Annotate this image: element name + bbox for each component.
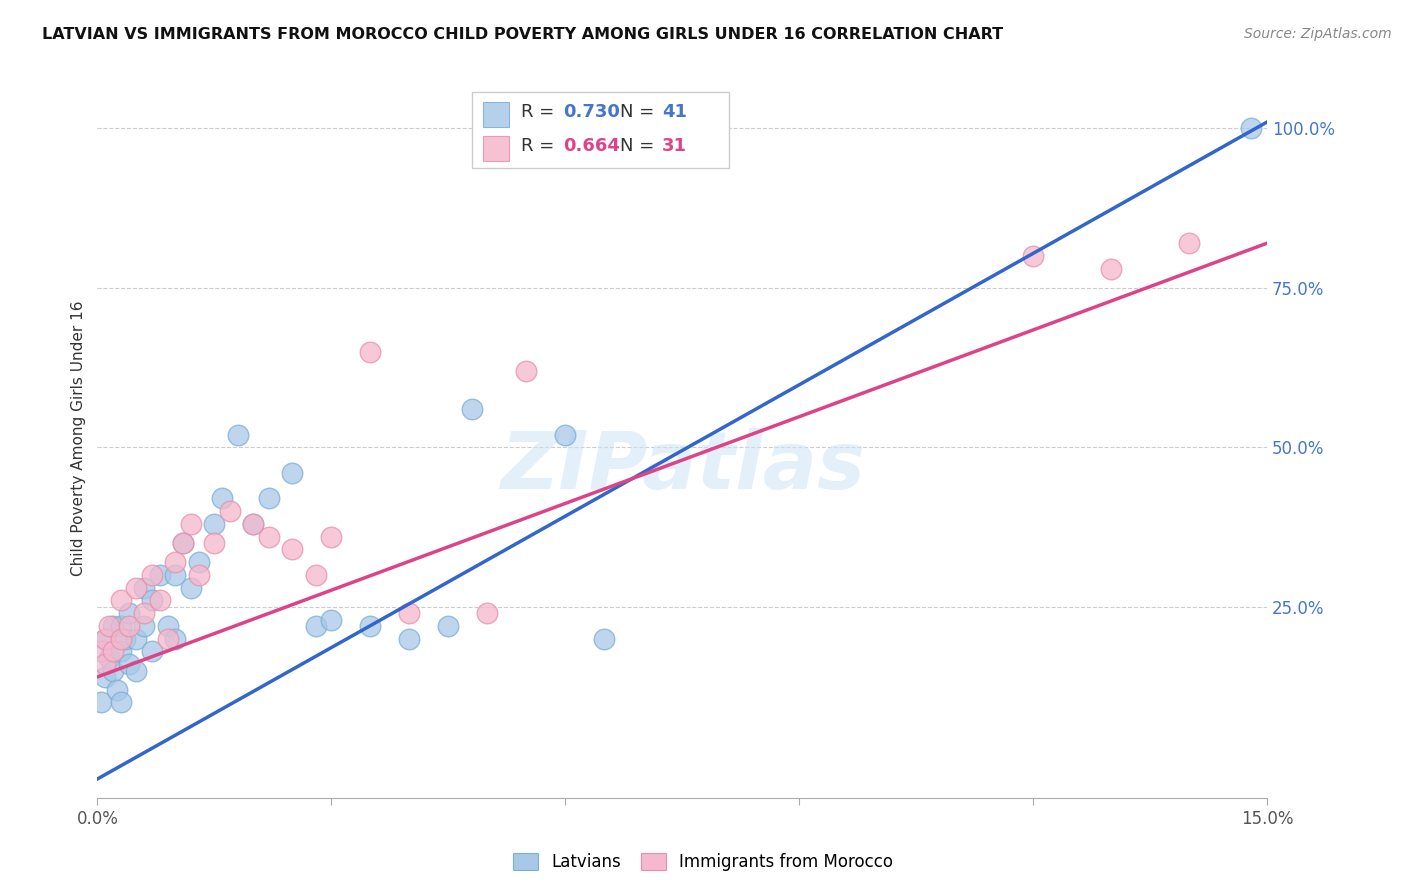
Point: [94, 632, 117, 646]
Point: [281, 542, 304, 557]
Y-axis label: Child Poverty Among Girls Under 16: Child Poverty Among Girls Under 16: [72, 300, 86, 575]
Point: [101, 644, 124, 658]
Point: [94, 657, 117, 672]
FancyBboxPatch shape: [484, 136, 509, 161]
Point: [202, 516, 225, 531]
Point: [305, 568, 328, 582]
FancyBboxPatch shape: [471, 92, 728, 168]
Point: [1022, 249, 1045, 263]
Point: [134, 606, 156, 620]
Point: [165, 568, 187, 582]
Point: [226, 427, 249, 442]
Point: [156, 619, 179, 633]
Point: [1099, 261, 1122, 276]
Point: [117, 606, 139, 620]
Point: [125, 581, 148, 595]
Point: [110, 593, 132, 607]
Point: [98, 650, 121, 665]
Point: [101, 619, 124, 633]
Point: [110, 696, 132, 710]
Text: 0.730: 0.730: [562, 103, 620, 120]
Point: [281, 466, 304, 480]
Point: [125, 664, 148, 678]
Point: [257, 530, 280, 544]
Point: [94, 670, 117, 684]
Point: [359, 619, 381, 633]
Text: Source: ZipAtlas.com: Source: ZipAtlas.com: [1244, 27, 1392, 41]
Point: [593, 632, 616, 646]
Point: [141, 593, 163, 607]
Point: [117, 619, 139, 633]
Point: [359, 344, 381, 359]
Point: [257, 491, 280, 506]
Text: N =: N =: [620, 103, 661, 120]
Point: [105, 682, 128, 697]
Point: [202, 536, 225, 550]
Point: [110, 644, 132, 658]
Point: [117, 657, 139, 672]
Point: [460, 402, 482, 417]
Point: [172, 536, 194, 550]
Point: [187, 568, 209, 582]
Point: [134, 619, 156, 633]
Point: [110, 619, 132, 633]
Point: [180, 581, 202, 595]
Point: [321, 613, 343, 627]
Point: [90, 644, 112, 658]
Point: [141, 644, 163, 658]
Point: [242, 516, 264, 531]
Point: [141, 568, 163, 582]
Point: [305, 619, 328, 633]
Text: 31: 31: [662, 136, 688, 154]
Point: [398, 606, 420, 620]
Text: ZIPatlas: ZIPatlas: [499, 427, 865, 506]
Point: [134, 581, 156, 595]
Point: [515, 364, 537, 378]
Point: [110, 632, 132, 646]
Point: [114, 632, 136, 646]
Text: 41: 41: [662, 103, 688, 120]
Point: [242, 516, 264, 531]
Point: [149, 593, 172, 607]
Point: [321, 530, 343, 544]
Point: [554, 427, 576, 442]
Text: N =: N =: [620, 136, 661, 154]
Point: [94, 632, 117, 646]
Point: [1240, 121, 1263, 136]
Text: LATVIAN VS IMMIGRANTS FROM MOROCCO CHILD POVERTY AMONG GIRLS UNDER 16 CORRELATIO: LATVIAN VS IMMIGRANTS FROM MOROCCO CHILD…: [42, 27, 1004, 42]
Point: [101, 664, 124, 678]
FancyBboxPatch shape: [484, 102, 509, 128]
Point: [98, 619, 121, 633]
Text: R =: R =: [520, 136, 560, 154]
Point: [172, 536, 194, 550]
Point: [125, 632, 148, 646]
Point: [1178, 236, 1201, 251]
Point: [437, 619, 460, 633]
Text: 0.664: 0.664: [562, 136, 620, 154]
Point: [165, 555, 187, 569]
Point: [211, 491, 233, 506]
Point: [165, 632, 187, 646]
Legend: Latvians, Immigrants from Morocco: Latvians, Immigrants from Morocco: [505, 845, 901, 880]
Point: [90, 696, 112, 710]
Point: [180, 516, 202, 531]
Point: [149, 568, 172, 582]
Point: [219, 504, 242, 518]
Point: [398, 632, 420, 646]
Point: [156, 632, 179, 646]
Point: [187, 555, 209, 569]
Text: R =: R =: [520, 103, 560, 120]
Point: [477, 606, 499, 620]
